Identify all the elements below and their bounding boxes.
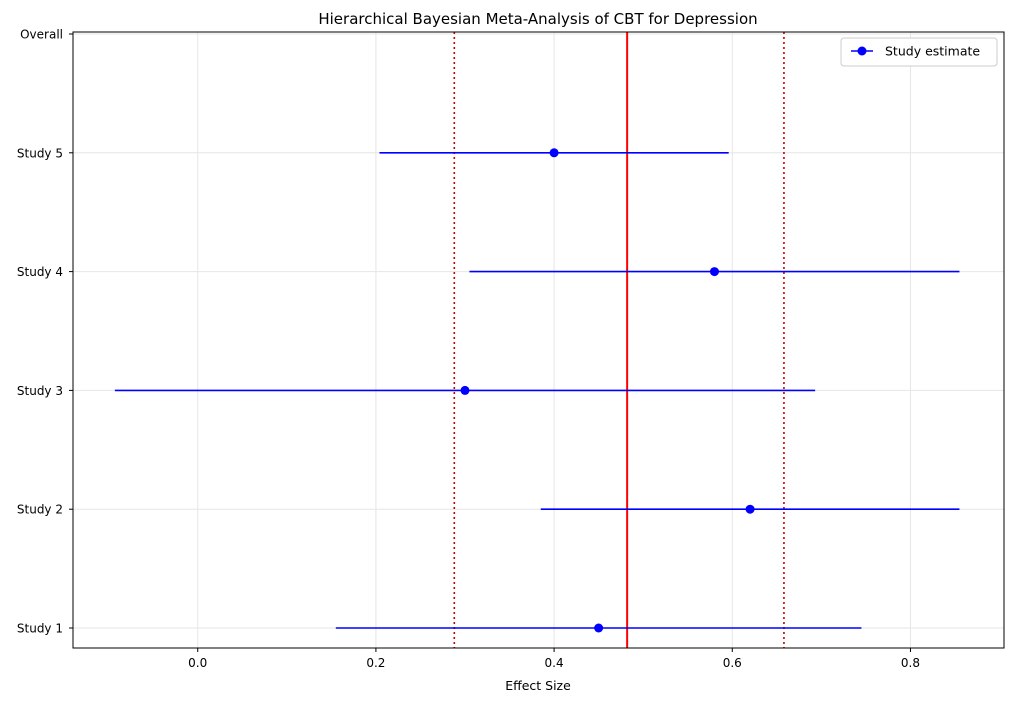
chart-title: Hierarchical Bayesian Meta-Analysis of C… [318, 10, 757, 28]
data-marks [114, 148, 960, 633]
x-tick-label: 0.4 [545, 656, 564, 670]
legend: Study estimate [840, 37, 998, 67]
study-point [594, 623, 604, 633]
study-point [460, 385, 470, 395]
x-tick-label: 0.2 [366, 656, 385, 670]
y-tick-label: Overall [20, 28, 63, 42]
study-point [549, 148, 559, 158]
axis-ticks: 0.0 0.2 0.4 0.6 0.8 Study 1 Study 2 Study 3 Stud… [17, 28, 920, 671]
study-point [745, 504, 755, 514]
plot-area [73, 32, 1004, 648]
study-point [709, 267, 719, 277]
legend-box [840, 37, 998, 67]
legend-marker [857, 46, 867, 56]
x-axis-label: Effect Size [505, 678, 571, 693]
reference-lines [453, 32, 785, 648]
y-tick-label: Study 1 [17, 622, 63, 636]
legend-label: Study estimate [885, 44, 980, 59]
y-tick-label: Study 5 [17, 146, 63, 160]
x-tick-label: 0.6 [723, 656, 742, 670]
plot-frame [72, 31, 1005, 649]
y-tick-label: Study 4 [17, 265, 63, 279]
x-tick-label: 0.0 [188, 656, 207, 670]
y-tick-label: Study 2 [17, 503, 63, 517]
x-tick-label: 0.8 [901, 656, 920, 670]
y-tick-label: Study 3 [17, 384, 63, 398]
